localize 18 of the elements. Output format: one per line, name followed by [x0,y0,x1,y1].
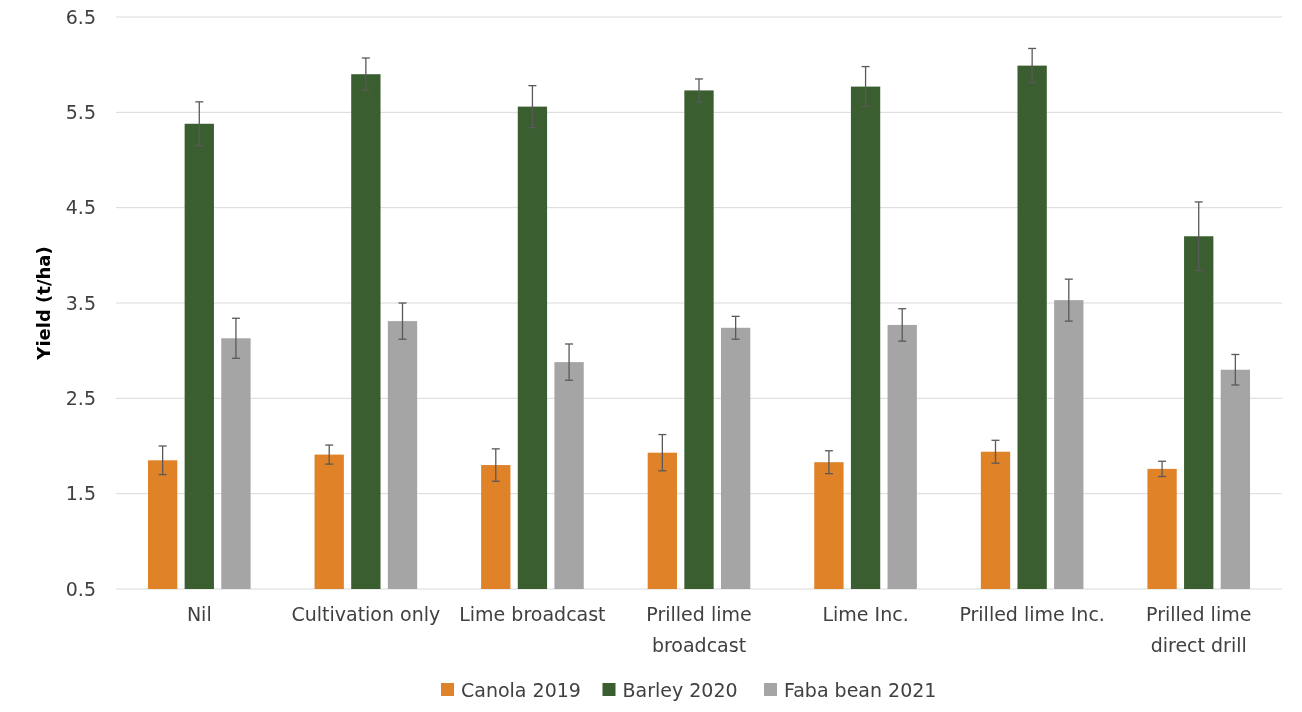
y-tick-label: 3.5 [65,291,96,314]
legend-label: Faba bean 2021 [784,678,937,701]
legend-label: Barley 2020 [622,678,738,701]
x-tick-label: Lime Inc. [822,603,909,625]
x-tick-label: Prilled lime Inc. [959,603,1105,625]
y-tick-label: 1.5 [65,482,96,505]
y-tick-label: 0.5 [65,577,96,600]
x-tick-label: Cultivation only [291,603,441,625]
x-tick-label: Nil [186,603,212,625]
y-tick-label: 4.5 [65,196,96,219]
y-tick-label: 6.5 [65,5,96,28]
x-tick-label: Prilled lime direct drill [1146,603,1252,656]
x-tick-label: Prilled lime broadcast [646,603,752,656]
y-tick-label: 5.5 [65,100,96,123]
x-tick-label: Lime broadcast [459,603,606,625]
y-axis-title: Yield (t/ha) [33,246,54,361]
legend-label: Canola 2019 [461,678,581,701]
y-tick-label: 2.5 [65,386,96,409]
